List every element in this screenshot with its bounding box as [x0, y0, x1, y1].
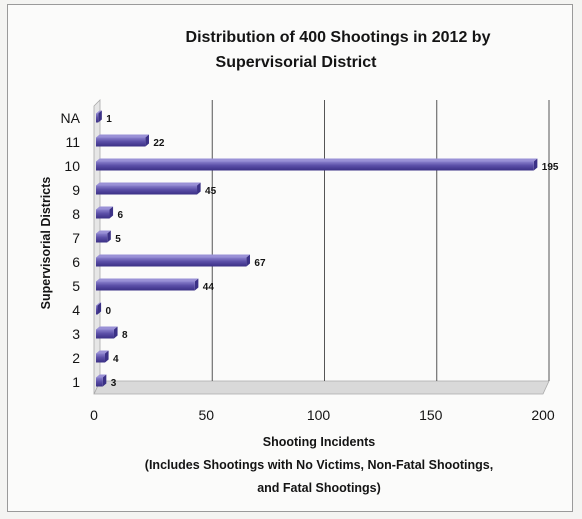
data-label-district-10: 195: [542, 162, 559, 173]
bar-end-face: [145, 134, 149, 147]
data-label-district-11: 22: [153, 138, 165, 149]
y-tick-1: 1: [72, 374, 80, 390]
x-axis-label-line-2: (Includes Shootings with No Victims, Non…: [145, 458, 493, 472]
x-tick-labels: 0 50 100 150 200: [90, 407, 555, 423]
bar-top-face: [96, 182, 201, 186]
bar-end-face: [533, 158, 538, 171]
bar-district-1: [96, 374, 107, 387]
y-tick-11: 11: [65, 134, 80, 150]
bar-front-face: [96, 377, 103, 387]
bar-front-face: [96, 353, 105, 363]
bar-district-7: [96, 230, 111, 243]
data-label-district-4: 0: [106, 306, 112, 317]
bar-district-11: [96, 134, 149, 147]
bar-district-8: [96, 206, 114, 219]
bar-end-face: [246, 254, 251, 267]
bar-end-face: [194, 278, 199, 291]
x-axis-label-line-1: Shooting Incidents: [263, 435, 376, 449]
bar-front-face: [96, 137, 146, 147]
data-label-district-2: 4: [113, 354, 119, 365]
bar-district-9: [96, 182, 201, 195]
gridlines: [211, 100, 550, 381]
bar-top-face: [96, 326, 118, 330]
bar-district-5: [96, 278, 199, 291]
x-tick-0: 0: [90, 407, 98, 423]
chart-title-line-1: Distribution of 400 Shootings in 2012 by: [186, 29, 491, 46]
bar-district-3: [96, 326, 118, 339]
bar-top-face: [96, 110, 102, 114]
y-tick-9: 9: [72, 182, 80, 198]
x-tick-200: 200: [531, 407, 555, 423]
bar-top-face: [96, 254, 251, 258]
y-tick-6: 6: [72, 254, 80, 270]
bar-front-face: [96, 113, 99, 123]
data-label-district-6: 67: [254, 258, 266, 269]
y-tick-na: NA: [61, 110, 81, 126]
bar-top-face: [96, 302, 102, 306]
data-label-district-9: 45: [205, 186, 217, 197]
data-label-district-na: 1: [106, 114, 112, 125]
y-tick-2: 2: [72, 350, 80, 366]
bar-end-face: [113, 326, 118, 339]
bar-front-face: [96, 281, 195, 291]
bar-front-face: [96, 209, 110, 219]
bar-district-6: [96, 254, 251, 267]
bar-top-face: [96, 158, 538, 162]
bar-front-face: [96, 329, 114, 339]
bar-top-face: [96, 206, 114, 210]
chart-title-line-2: Supervisorial District: [216, 54, 378, 71]
bar-top-face: [96, 278, 199, 282]
bar-end-face: [107, 230, 111, 243]
bar-district-na: [96, 110, 102, 123]
bar-end-face: [97, 302, 102, 315]
bar-end-face: [197, 182, 201, 195]
data-label-district-5: 44: [203, 282, 215, 293]
x-tick-50: 50: [198, 407, 214, 423]
bar-top-face: [96, 134, 149, 138]
data-label-district-1: 3: [111, 378, 117, 389]
y-axis-label: Supervisorial Districts: [39, 177, 53, 310]
bar-end-face: [109, 206, 114, 219]
y-tick-5: 5: [72, 278, 80, 294]
bar-front-face: [96, 257, 247, 267]
y-tick-labels: 1 2 3 4 5 6 7 8 9 10 11 NA: [61, 110, 81, 390]
bar-front-face: [96, 185, 198, 195]
y-tick-10: 10: [64, 158, 80, 174]
x-tick-100: 100: [307, 407, 331, 423]
data-label-district-8: 6: [117, 210, 123, 221]
bars: [96, 110, 538, 387]
x-axis-label-line-3: and Fatal Shootings): [257, 481, 381, 495]
bar-front-face: [96, 233, 108, 243]
bar-end-face: [102, 374, 107, 387]
bar-top-face: [96, 350, 109, 354]
bar-top-face: [96, 230, 111, 234]
y-tick-8: 8: [72, 206, 80, 222]
y-tick-7: 7: [72, 230, 80, 246]
y-tick-4: 4: [72, 302, 80, 318]
bar-district-2: [96, 350, 109, 363]
x-tick-150: 150: [419, 407, 443, 423]
bar-front-face: [96, 161, 534, 171]
bar-district-10: [96, 158, 538, 171]
bar-top-face: [96, 374, 107, 378]
data-label-district-7: 5: [115, 234, 121, 245]
bar-end-face: [104, 350, 109, 363]
bar-district-4: [96, 302, 102, 315]
y-tick-3: 3: [72, 326, 80, 342]
bar-front-face: [96, 305, 98, 315]
plot-floor: [93, 380, 550, 395]
data-label-district-3: 8: [122, 330, 128, 341]
bar-end-face: [98, 110, 102, 123]
